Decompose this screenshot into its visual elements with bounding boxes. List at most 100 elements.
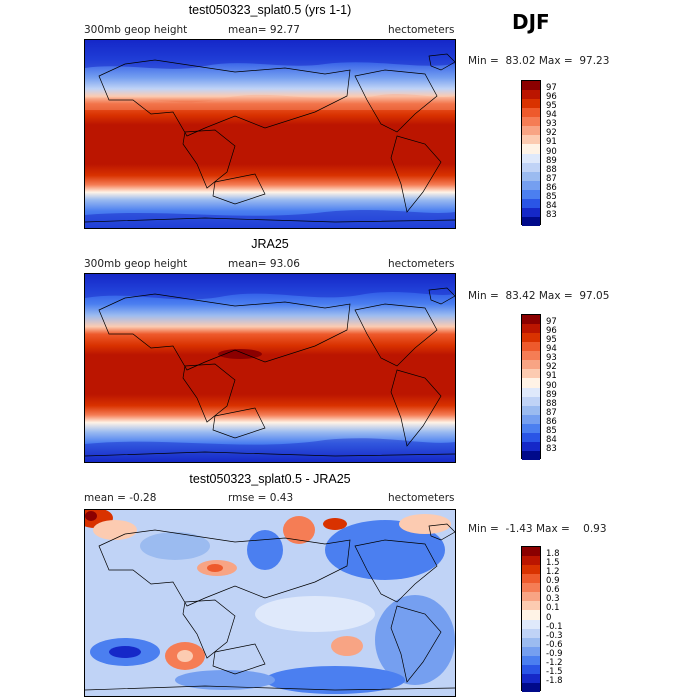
- panel-3-min-max: Min = -1.43 Max = 0.93: [468, 523, 607, 535]
- panel-2-min-max: Min = 83.42 Max = 97.05: [468, 290, 610, 302]
- panel-3-units: hectometers: [388, 492, 455, 504]
- colorbar-level-label: 0.3: [546, 594, 560, 605]
- panel-1-colorbar: [521, 80, 541, 226]
- colorbar-level-label: 88: [546, 164, 557, 175]
- colorbar-swatch: [522, 117, 540, 127]
- colorbar-swatch: [522, 324, 540, 334]
- colorbar-level-label: 0: [546, 612, 552, 623]
- colorbar-swatch: [522, 432, 540, 442]
- colorbar-swatch: [522, 342, 540, 352]
- colorbar-swatch: [522, 414, 540, 424]
- panel-1-min-max: Min = 83.02 Max = 97.23: [468, 55, 610, 67]
- colorbar-level-label: 89: [546, 155, 557, 166]
- colorbar-level-label: 96: [546, 92, 557, 103]
- colorbar-swatch: [522, 396, 540, 406]
- colorbar-swatch: [522, 450, 540, 460]
- panel-3-rmse: rmse = 0.43: [228, 492, 294, 504]
- colorbar-swatch: [522, 360, 540, 370]
- colorbar-swatch: [522, 387, 540, 397]
- colorbar-level-label: 1.2: [546, 567, 560, 578]
- panel-2-map: [84, 273, 456, 463]
- panel-1-units: hectometers: [388, 24, 455, 36]
- colorbar-swatch: [522, 583, 540, 593]
- colorbar-swatch: [522, 565, 540, 575]
- colorbar-swatch: [522, 556, 540, 566]
- colorbar-swatch: [522, 441, 540, 451]
- colorbar-level-label: 85: [546, 191, 557, 202]
- panel-2-field-label: 300mb geop height: [84, 258, 188, 270]
- colorbar-swatch: [522, 162, 540, 172]
- colorbar-swatch: [522, 405, 540, 415]
- colorbar-swatch: [522, 198, 540, 208]
- colorbar-level-label: 91: [546, 137, 557, 148]
- colorbar-level-label: 90: [546, 146, 557, 157]
- colorbar-level-label: 97: [546, 83, 557, 94]
- colorbar-level-label: -1.2: [546, 657, 563, 668]
- colorbar-swatch: [522, 655, 540, 665]
- colorbar-level-label: 91: [546, 371, 557, 382]
- colorbar-swatch: [522, 574, 540, 584]
- colorbar-swatch: [522, 81, 540, 91]
- colorbar-swatch: [522, 547, 540, 557]
- colorbar-level-label: 87: [546, 407, 557, 418]
- colorbar-level-label: 94: [546, 110, 557, 121]
- colorbar-level-label: -0.9: [546, 648, 563, 659]
- colorbar-level-label: 86: [546, 182, 557, 193]
- colorbar-level-label: 0.9: [546, 576, 560, 587]
- panel-1-field-label: 300mb geop height: [84, 24, 188, 36]
- colorbar-swatch: [522, 673, 540, 683]
- colorbar-swatch: [522, 664, 540, 674]
- colorbar-swatch: [522, 601, 540, 611]
- colorbar-level-label: 89: [546, 389, 557, 400]
- colorbar-level-label: 95: [546, 101, 557, 112]
- panel-3-map: [84, 509, 456, 697]
- colorbar-level-label: 84: [546, 200, 557, 211]
- colorbar-swatch: [522, 207, 540, 217]
- colorbar-level-label: 83: [546, 209, 557, 220]
- colorbar-swatch: [522, 108, 540, 118]
- colorbar-swatch: [522, 189, 540, 199]
- colorbar-swatch: [522, 90, 540, 100]
- colorbar-swatch: [522, 423, 540, 433]
- panel-2-mean: mean= 93.06: [228, 258, 300, 270]
- colorbar-level-label: 96: [546, 326, 557, 337]
- colorbar-swatch: [522, 637, 540, 647]
- colorbar-swatch: [522, 619, 540, 629]
- colorbar-level-label: 87: [546, 173, 557, 184]
- colorbar-swatch: [522, 369, 540, 379]
- colorbar-level-label: 84: [546, 434, 557, 445]
- colorbar-level-label: 0.1: [546, 603, 560, 614]
- panel-3-mean: mean = -0.28: [84, 492, 157, 504]
- panel-1-mean: mean= 92.77: [228, 24, 300, 36]
- colorbar-level-label: 85: [546, 425, 557, 436]
- panel-2-units: hectometers: [388, 258, 455, 270]
- colorbar-level-label: 97: [546, 317, 557, 328]
- colorbar-level-label: -0.6: [546, 639, 563, 650]
- panel-2-title: JRA25: [251, 237, 289, 251]
- colorbar-swatch: [522, 99, 540, 109]
- season-label: DJF: [512, 10, 550, 34]
- colorbar-level-label: 1.5: [546, 558, 560, 569]
- colorbar-level-label: 90: [546, 380, 557, 391]
- colorbar-level-label: 86: [546, 416, 557, 427]
- colorbar-swatch: [522, 315, 540, 325]
- colorbar-level-label: 93: [546, 119, 557, 130]
- colorbar-level-label: 94: [546, 344, 557, 355]
- panel-1-title: test050323_splat0.5 (yrs 1-1): [188, 3, 352, 17]
- colorbar-level-label: 92: [546, 128, 557, 139]
- colorbar-level-label: -0.3: [546, 630, 563, 641]
- colorbar-swatch: [522, 610, 540, 620]
- panel-1-map: [84, 39, 456, 229]
- colorbar-swatch: [522, 126, 540, 136]
- colorbar-swatch: [522, 646, 540, 656]
- panel-2-colorbar: [521, 314, 541, 460]
- colorbar-level-label: 0.6: [546, 585, 560, 596]
- colorbar-level-label: 83: [546, 443, 557, 454]
- colorbar-level-label: -0.1: [546, 621, 563, 632]
- colorbar-level-label: 92: [546, 362, 557, 373]
- colorbar-swatch: [522, 180, 540, 190]
- colorbar-swatch: [522, 682, 540, 692]
- colorbar-swatch: [522, 153, 540, 163]
- colorbar-swatch: [522, 135, 540, 145]
- colorbar-swatch: [522, 592, 540, 602]
